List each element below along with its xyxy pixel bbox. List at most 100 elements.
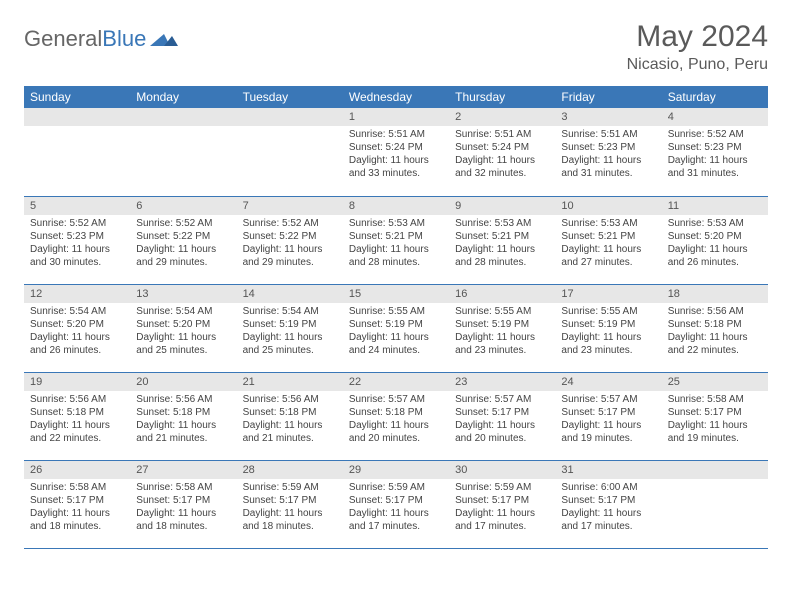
sunset-text: Sunset: 5:18 PM <box>668 318 762 331</box>
calendar-day-cell: 24Sunrise: 5:57 AMSunset: 5:17 PMDayligh… <box>555 372 661 460</box>
day-number: 22 <box>343 373 449 391</box>
sunrise-text: Sunrise: 5:59 AM <box>349 481 443 494</box>
daylight-text: Daylight: 11 hours and 27 minutes. <box>561 243 655 269</box>
daylight-text: Daylight: 11 hours and 17 minutes. <box>349 507 443 533</box>
day-number: 8 <box>343 197 449 215</box>
sunset-text: Sunset: 5:21 PM <box>561 230 655 243</box>
day-number: 6 <box>130 197 236 215</box>
day-number: 12 <box>24 285 130 303</box>
sunset-text: Sunset: 5:17 PM <box>561 406 655 419</box>
daylight-text: Daylight: 11 hours and 29 minutes. <box>136 243 230 269</box>
logo-general: General <box>24 26 102 52</box>
sunset-text: Sunset: 5:23 PM <box>561 141 655 154</box>
sunset-text: Sunset: 5:22 PM <box>243 230 337 243</box>
day-data: Sunrise: 5:55 AMSunset: 5:19 PMDaylight:… <box>555 303 661 359</box>
day-header: Monday <box>130 86 236 108</box>
day-data: Sunrise: 5:55 AMSunset: 5:19 PMDaylight:… <box>449 303 555 359</box>
day-data: Sunrise: 5:54 AMSunset: 5:19 PMDaylight:… <box>237 303 343 359</box>
daylight-text: Daylight: 11 hours and 18 minutes. <box>136 507 230 533</box>
calendar-day-cell: 31Sunrise: 6:00 AMSunset: 5:17 PMDayligh… <box>555 460 661 548</box>
day-number: 25 <box>662 373 768 391</box>
day-number: 7 <box>237 197 343 215</box>
day-data: Sunrise: 5:51 AMSunset: 5:24 PMDaylight:… <box>449 126 555 182</box>
sunrise-text: Sunrise: 5:56 AM <box>668 305 762 318</box>
daylight-text: Daylight: 11 hours and 17 minutes. <box>561 507 655 533</box>
sunset-text: Sunset: 5:23 PM <box>30 230 124 243</box>
day-data: Sunrise: 5:53 AMSunset: 5:21 PMDaylight:… <box>555 215 661 271</box>
day-number: 10 <box>555 197 661 215</box>
day-number: 30 <box>449 461 555 479</box>
logo-blue: Blue <box>102 26 146 52</box>
day-data: Sunrise: 5:56 AMSunset: 5:18 PMDaylight:… <box>237 391 343 447</box>
daylight-text: Daylight: 11 hours and 18 minutes. <box>30 507 124 533</box>
sunset-text: Sunset: 5:18 PM <box>243 406 337 419</box>
daylight-text: Daylight: 11 hours and 31 minutes. <box>668 154 762 180</box>
sunset-text: Sunset: 5:17 PM <box>243 494 337 507</box>
calendar-week-row: 26Sunrise: 5:58 AMSunset: 5:17 PMDayligh… <box>24 460 768 548</box>
day-number: 5 <box>24 197 130 215</box>
sunrise-text: Sunrise: 6:00 AM <box>561 481 655 494</box>
day-data: Sunrise: 5:59 AMSunset: 5:17 PMDaylight:… <box>343 479 449 535</box>
sunrise-text: Sunrise: 5:52 AM <box>243 217 337 230</box>
daylight-text: Daylight: 11 hours and 30 minutes. <box>30 243 124 269</box>
day-data: Sunrise: 5:53 AMSunset: 5:21 PMDaylight:… <box>343 215 449 271</box>
day-header: Sunday <box>24 86 130 108</box>
day-header: Thursday <box>449 86 555 108</box>
day-data: Sunrise: 6:00 AMSunset: 5:17 PMDaylight:… <box>555 479 661 535</box>
sunrise-text: Sunrise: 5:58 AM <box>668 393 762 406</box>
day-data: Sunrise: 5:57 AMSunset: 5:17 PMDaylight:… <box>449 391 555 447</box>
calendar-day-cell: 23Sunrise: 5:57 AMSunset: 5:17 PMDayligh… <box>449 372 555 460</box>
calendar-table: Sunday Monday Tuesday Wednesday Thursday… <box>24 86 768 549</box>
day-data: Sunrise: 5:53 AMSunset: 5:20 PMDaylight:… <box>662 215 768 271</box>
day-data: Sunrise: 5:58 AMSunset: 5:17 PMDaylight:… <box>130 479 236 535</box>
calendar-day-cell: 12Sunrise: 5:54 AMSunset: 5:20 PMDayligh… <box>24 284 130 372</box>
day-number: 31 <box>555 461 661 479</box>
day-data: Sunrise: 5:56 AMSunset: 5:18 PMDaylight:… <box>130 391 236 447</box>
sunset-text: Sunset: 5:19 PM <box>561 318 655 331</box>
day-number: 11 <box>662 197 768 215</box>
calendar-day-cell: 27Sunrise: 5:58 AMSunset: 5:17 PMDayligh… <box>130 460 236 548</box>
day-number <box>24 108 130 126</box>
calendar-day-cell: 11Sunrise: 5:53 AMSunset: 5:20 PMDayligh… <box>662 196 768 284</box>
sunset-text: Sunset: 5:23 PM <box>668 141 762 154</box>
calendar-week-row: 12Sunrise: 5:54 AMSunset: 5:20 PMDayligh… <box>24 284 768 372</box>
daylight-text: Daylight: 11 hours and 29 minutes. <box>243 243 337 269</box>
sunset-text: Sunset: 5:18 PM <box>349 406 443 419</box>
day-number: 29 <box>343 461 449 479</box>
day-data: Sunrise: 5:57 AMSunset: 5:18 PMDaylight:… <box>343 391 449 447</box>
daylight-text: Daylight: 11 hours and 23 minutes. <box>561 331 655 357</box>
calendar-day-cell: 19Sunrise: 5:56 AMSunset: 5:18 PMDayligh… <box>24 372 130 460</box>
daylight-text: Daylight: 11 hours and 25 minutes. <box>243 331 337 357</box>
calendar-day-cell: 7 Sunrise: 5:52 AMSunset: 5:22 PMDaylight… <box>237 196 343 284</box>
calendar-day-cell <box>130 108 236 196</box>
day-number: 19 <box>24 373 130 391</box>
calendar-day-cell: 18Sunrise: 5:56 AMSunset: 5:18 PMDayligh… <box>662 284 768 372</box>
day-number <box>662 461 768 479</box>
calendar-day-cell: 5Sunrise: 5:52 AMSunset: 5:23 PMDaylight… <box>24 196 130 284</box>
daylight-text: Daylight: 11 hours and 28 minutes. <box>349 243 443 269</box>
day-number: 17 <box>555 285 661 303</box>
day-number: 20 <box>130 373 236 391</box>
daylight-text: Daylight: 11 hours and 21 minutes. <box>243 419 337 445</box>
sunset-text: Sunset: 5:17 PM <box>455 494 549 507</box>
day-number: 3 <box>555 108 661 126</box>
sunset-text: Sunset: 5:24 PM <box>455 141 549 154</box>
calendar-day-cell: 16Sunrise: 5:55 AMSunset: 5:19 PMDayligh… <box>449 284 555 372</box>
calendar-day-cell: 9Sunrise: 5:53 AMSunset: 5:21 PMDaylight… <box>449 196 555 284</box>
day-number: 9 <box>449 197 555 215</box>
calendar-day-cell: 3Sunrise: 5:51 AMSunset: 5:23 PMDaylight… <box>555 108 661 196</box>
daylight-text: Daylight: 11 hours and 19 minutes. <box>668 419 762 445</box>
day-data: Sunrise: 5:52 AMSunset: 5:22 PMDaylight:… <box>130 215 236 271</box>
sunset-text: Sunset: 5:22 PM <box>136 230 230 243</box>
calendar-day-cell: 25Sunrise: 5:58 AMSunset: 5:17 PMDayligh… <box>662 372 768 460</box>
calendar-day-cell: 4Sunrise: 5:52 AMSunset: 5:23 PMDaylight… <box>662 108 768 196</box>
day-data: Sunrise: 5:51 AMSunset: 5:24 PMDaylight:… <box>343 126 449 182</box>
daylight-text: Daylight: 11 hours and 28 minutes. <box>455 243 549 269</box>
day-data: Sunrise: 5:54 AMSunset: 5:20 PMDaylight:… <box>130 303 236 359</box>
sunset-text: Sunset: 5:19 PM <box>243 318 337 331</box>
sunrise-text: Sunrise: 5:53 AM <box>561 217 655 230</box>
day-data: Sunrise: 5:52 AMSunset: 5:23 PMDaylight:… <box>24 215 130 271</box>
sunrise-text: Sunrise: 5:58 AM <box>136 481 230 494</box>
calendar-day-cell <box>24 108 130 196</box>
sunrise-text: Sunrise: 5:54 AM <box>136 305 230 318</box>
